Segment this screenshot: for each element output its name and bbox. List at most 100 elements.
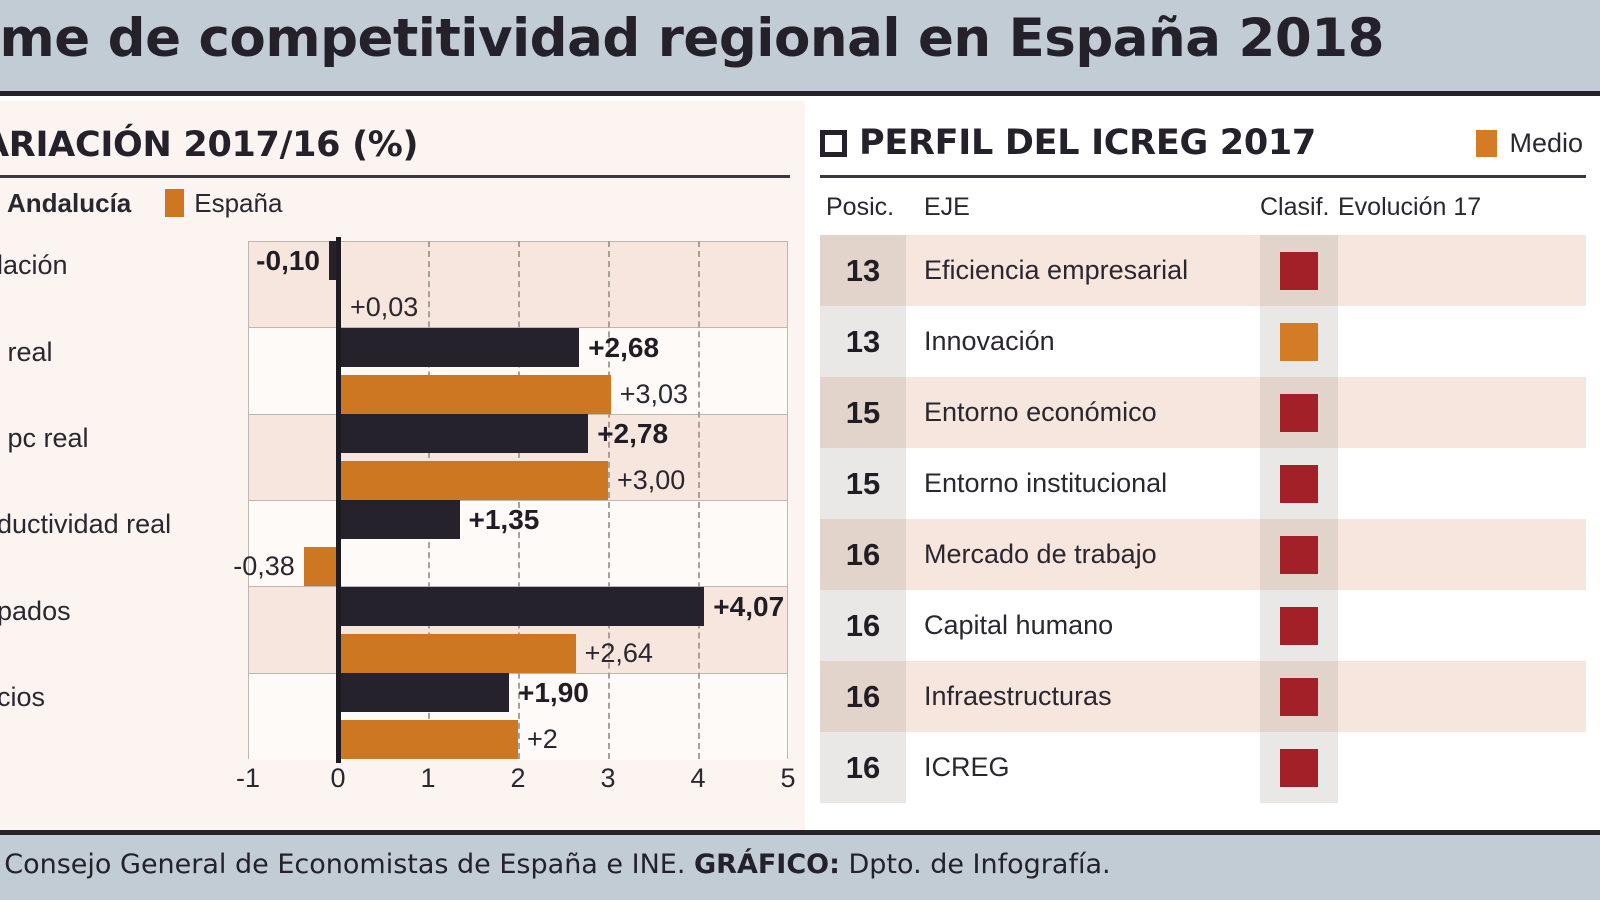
table-body: 13 Eficiencia empresarial 13 Innovación 15 En… xyxy=(820,235,1586,809)
cell-position: 15 xyxy=(845,394,881,430)
cell-position: 13 xyxy=(845,323,881,359)
cell-evolution xyxy=(1338,732,1586,803)
legend-swatch-espana xyxy=(165,189,185,217)
table-column-header: Posic. xyxy=(826,193,895,221)
cell-evolution xyxy=(1338,448,1586,519)
icreg-panel-title: PERFIL DEL ICREG 2017 xyxy=(859,123,1316,163)
clasif-swatch xyxy=(1280,677,1318,716)
cell-clasif xyxy=(1260,448,1338,519)
chart-gridline xyxy=(698,241,700,759)
clasif-swatch xyxy=(1280,464,1318,503)
cell-position: 15 xyxy=(845,465,881,501)
table-column-header: EJE xyxy=(924,193,970,221)
position-column-band xyxy=(820,732,906,803)
chart-legend: Andalucía España xyxy=(0,185,282,221)
table-row[interactable]: 13 Innovación xyxy=(820,306,1586,377)
cell-position: 16 xyxy=(845,678,881,714)
chart-category-label: B real xyxy=(0,336,53,367)
chart-bar xyxy=(338,719,518,759)
icreg-table: Posic. EJE Clasif. Evolución 17 13 Eficienci… xyxy=(820,185,1586,809)
position-column-band xyxy=(820,377,906,448)
cell-evolution xyxy=(1338,235,1586,306)
table-row[interactable]: 15 Entorno económico xyxy=(820,377,1586,448)
chart-bar xyxy=(338,672,509,712)
chart-gridline xyxy=(608,241,610,759)
chart-bar-label: -0,38 xyxy=(233,551,295,582)
table-row[interactable]: 15 Entorno institucional xyxy=(820,448,1586,519)
table-row[interactable]: 13 Eficiencia empresarial xyxy=(820,235,1586,306)
cell-eje-name: Entorno económico xyxy=(924,397,1157,427)
chart-bar xyxy=(338,327,580,367)
table-column-header: Clasif. xyxy=(1260,193,1330,221)
chart-bar xyxy=(338,413,589,453)
position-column-band xyxy=(820,590,906,661)
chart-bar xyxy=(329,241,338,281)
clasif-swatch xyxy=(1280,322,1318,361)
cell-clasif xyxy=(1260,590,1338,661)
cell-position: 16 xyxy=(845,536,881,572)
chart-bar-label: +2,78 xyxy=(597,417,669,449)
x-axis-tick: 3 xyxy=(600,763,616,793)
icreg-title-group: PERFIL DEL ICREG 2017 xyxy=(820,123,1316,163)
chart-bar-label: +2,64 xyxy=(584,637,653,668)
table-row[interactable]: 16 Mercado de trabajo xyxy=(820,519,1586,590)
cell-position: 16 xyxy=(845,749,881,785)
chart-zero-axis xyxy=(336,237,341,763)
page-footer: TE: Consejo General de Economistas de Es… xyxy=(0,830,1600,900)
x-axis-tick: 1 xyxy=(420,763,436,793)
chart-x-axis: -1 0 1 2 3 4 5 xyxy=(236,763,796,809)
cell-evolution xyxy=(1338,377,1586,448)
chart-bar xyxy=(338,374,611,414)
graphic-value: Dpto. de Infografía. xyxy=(839,849,1111,880)
cell-clasif xyxy=(1260,235,1338,306)
source-note: TE: Consejo General de Economistas de Es… xyxy=(0,849,1111,880)
chart-category-label: upados xyxy=(0,595,71,626)
cell-clasif xyxy=(1260,377,1338,448)
chart-category-label: ecios xyxy=(0,681,46,712)
chart-bar-label: +2,68 xyxy=(588,331,660,363)
clasif-swatch xyxy=(1280,251,1318,290)
chart-bar xyxy=(338,633,576,673)
cell-eje-name: Innovación xyxy=(924,326,1055,356)
legend-label-andalucia: Andalucía xyxy=(7,187,132,218)
chart-gridline xyxy=(428,241,430,759)
position-column-band xyxy=(820,519,906,590)
chart-bar xyxy=(338,500,460,540)
chart-bar-label: +0,03 xyxy=(350,292,419,323)
cell-eje-name: Infraestructuras xyxy=(924,681,1112,711)
table-row[interactable]: 16 ICREG xyxy=(820,732,1586,803)
chart-bar-label: +2 xyxy=(527,723,558,754)
icreg-panel-divider xyxy=(820,175,1586,178)
clasif-swatch xyxy=(1280,393,1318,432)
cell-evolution xyxy=(1338,519,1586,590)
chart-panel-title: ARIACIÓN 2017/16 (%) xyxy=(0,125,419,165)
x-axis-tick: 4 xyxy=(690,763,706,793)
table-row[interactable]: 16 Infraestructuras xyxy=(820,661,1586,732)
table-row[interactable]: 16 Capital humano xyxy=(820,590,1586,661)
icreg-profile-panel: PERFIL DEL ICREG 2017 Medio Posic. EJE Cla… xyxy=(805,101,1600,830)
cell-eje-name: Mercado de trabajo xyxy=(924,539,1157,569)
legend-swatch-medio xyxy=(1476,130,1498,157)
position-column-band xyxy=(820,661,906,732)
chart-bar xyxy=(338,460,608,500)
graphic-label: GRÁFICO: xyxy=(694,849,840,880)
clasif-swatch xyxy=(1280,606,1318,645)
cell-evolution xyxy=(1338,306,1586,377)
position-column-band xyxy=(820,235,906,306)
cell-clasif xyxy=(1260,519,1338,590)
chart-bar-label: +3,03 xyxy=(619,378,689,409)
cell-evolution xyxy=(1338,661,1586,732)
x-axis-tick: 5 xyxy=(780,763,796,793)
clasif-swatch xyxy=(1280,535,1318,574)
chart-gridline xyxy=(518,241,520,759)
chart-bar xyxy=(338,586,705,626)
variation-chart-panel: ARIACIÓN 2017/16 (%) Andalucía España -0… xyxy=(0,101,805,830)
cell-position: 13 xyxy=(845,252,881,288)
chart-category-label: oductividad real xyxy=(0,509,172,540)
x-axis-tick: 0 xyxy=(330,763,346,793)
cell-clasif xyxy=(1260,732,1338,803)
cell-position: 16 xyxy=(845,607,881,643)
cell-clasif xyxy=(1260,306,1338,377)
grouped-bar-chart: -0,10 +0,03 +2,68 +3,03 +2,78 +3,00 +1,35 -0,38… xyxy=(233,237,788,763)
chart-category-label: B pc real xyxy=(0,422,89,453)
